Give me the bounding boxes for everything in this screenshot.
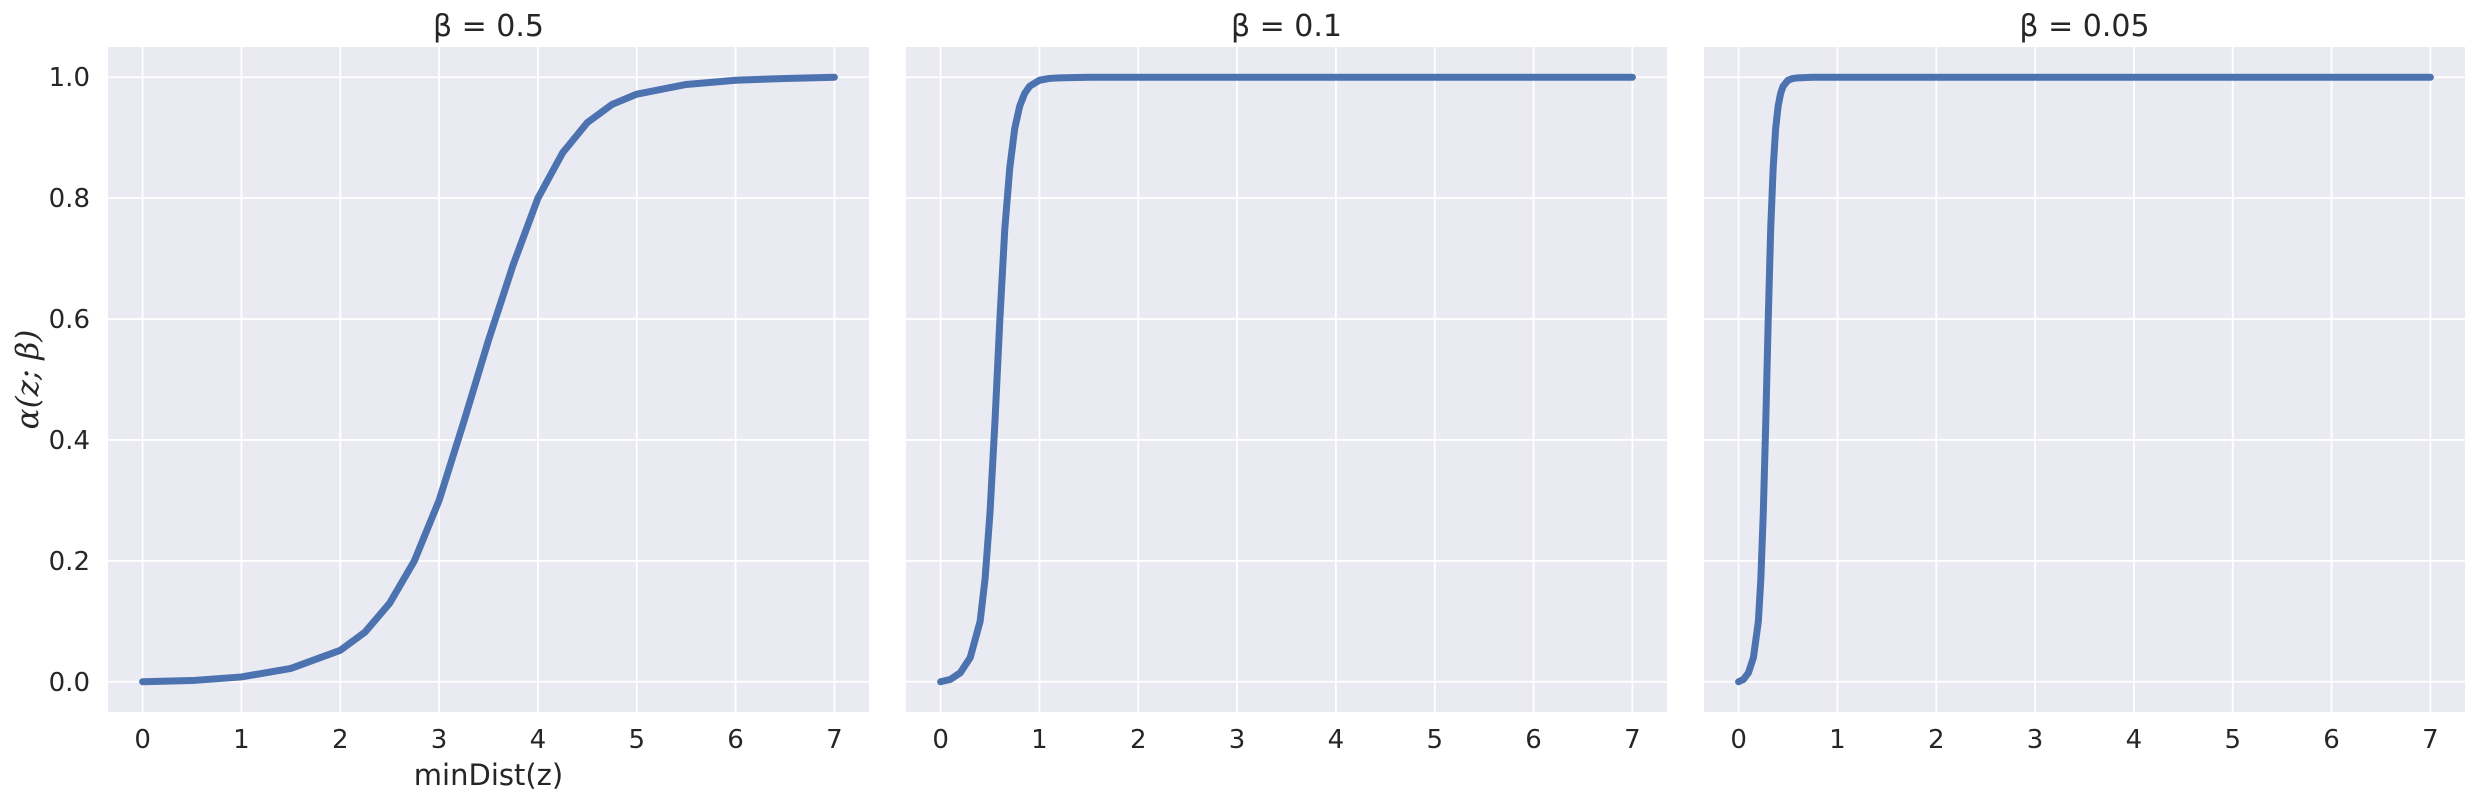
x-tick-label: 2 [332, 725, 349, 755]
x-tick-label: 5 [628, 725, 645, 755]
x-tick-label: 5 [2224, 725, 2241, 755]
x-tick-label: 1 [233, 725, 250, 755]
x-tick-label: 6 [2323, 725, 2340, 755]
plot-area [108, 47, 869, 712]
plot-area [1704, 47, 2465, 712]
series-line [139, 73, 838, 686]
x-tick-label: 7 [826, 725, 843, 755]
series-line [937, 73, 1636, 686]
x-tick-label: 2 [1928, 725, 1945, 755]
x-tick-label: 4 [2126, 725, 2143, 755]
x-tick-label: 0 [932, 725, 949, 755]
x-tick-label: 5 [1426, 725, 1443, 755]
y-tick-label: 0.8 [49, 184, 90, 214]
series-line [1735, 73, 2434, 686]
x-tick-label: 4 [530, 725, 547, 755]
panel-title: β = 0.5 [433, 9, 544, 44]
x-tick-label: 1 [1031, 725, 1048, 755]
panel-title: β = 0.05 [2019, 9, 2149, 44]
y-tick-label: 1.0 [49, 63, 90, 93]
plot-area [906, 47, 1667, 712]
panel-1: 0 1 2 3 4 5 6 7 0.0 0.2 0.4 0.6 0.8 1.0 β = 0.5 minDist… [10, 9, 869, 792]
y-tick-label: 0.4 [49, 426, 90, 456]
y-tick-label: 0.6 [49, 305, 90, 335]
x-tick-label: 6 [1525, 725, 1542, 755]
x-tick-label: 6 [727, 725, 744, 755]
y-tick-label: 0.0 [49, 668, 90, 698]
x-tick-label: 0 [134, 725, 151, 755]
x-tick-label: 0 [1730, 725, 1747, 755]
x-tick-label: 7 [2422, 725, 2439, 755]
panel-3: 0 1 2 3 4 5 6 7 β = 0.05 [1704, 9, 2465, 755]
y-axis-label: α(z; β) [10, 330, 46, 430]
x-tick-label: 4 [1328, 725, 1345, 755]
x-tick-label: 3 [2027, 725, 2044, 755]
panel-2: 0 1 2 3 4 5 6 7 β = 0.1 [906, 9, 1667, 755]
x-tick-label: 3 [431, 725, 448, 755]
panel-title: β = 0.1 [1231, 9, 1342, 44]
x-tick-label: 2 [1130, 725, 1147, 755]
x-tick-label: 7 [1624, 725, 1641, 755]
x-tick-label: 3 [1229, 725, 1246, 755]
x-axis-label: minDist(z) [414, 758, 563, 792]
y-tick-label: 0.2 [49, 547, 90, 577]
x-tick-label: 1 [1829, 725, 1846, 755]
